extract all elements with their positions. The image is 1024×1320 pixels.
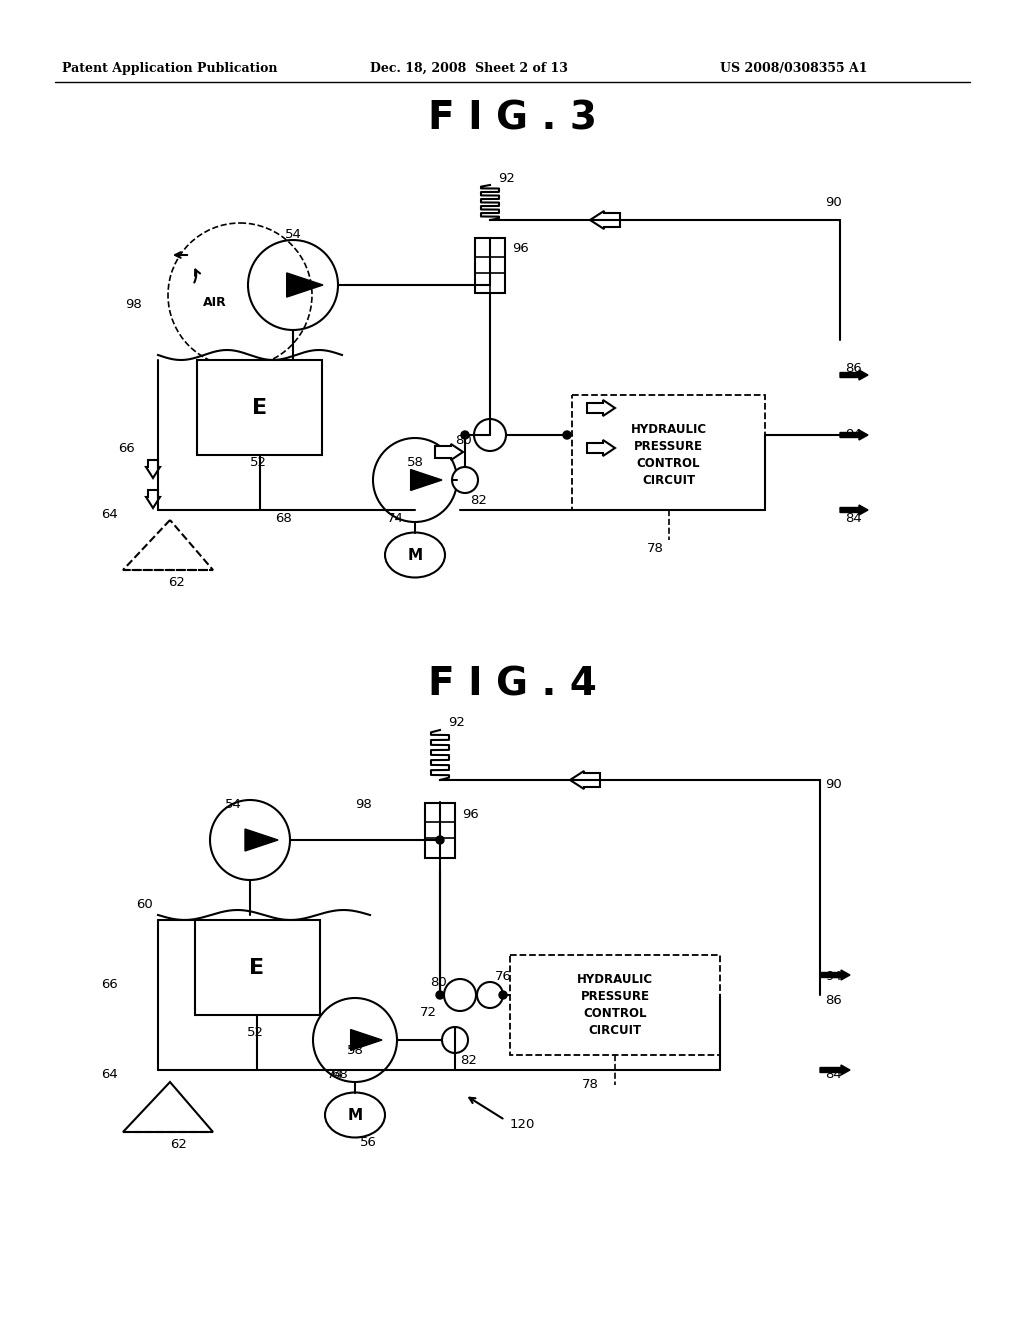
Ellipse shape bbox=[325, 1093, 385, 1138]
Bar bbox=[425, 803, 455, 858]
Text: 66: 66 bbox=[101, 978, 118, 991]
Text: 54: 54 bbox=[285, 228, 302, 242]
Text: M: M bbox=[347, 1107, 362, 1122]
Text: 78: 78 bbox=[646, 541, 664, 554]
Bar bbox=[572, 395, 765, 510]
Text: 52: 52 bbox=[247, 1027, 264, 1040]
Circle shape bbox=[444, 979, 476, 1011]
Text: E: E bbox=[252, 397, 267, 417]
Text: AIR: AIR bbox=[203, 297, 227, 309]
Circle shape bbox=[373, 438, 457, 521]
Text: Dec. 18, 2008  Sheet 2 of 13: Dec. 18, 2008 Sheet 2 of 13 bbox=[370, 62, 568, 75]
FancyArrow shape bbox=[570, 771, 600, 789]
Circle shape bbox=[442, 1027, 468, 1053]
Text: 60: 60 bbox=[136, 899, 153, 912]
Bar bbox=[510, 954, 720, 1055]
FancyArrow shape bbox=[840, 506, 868, 515]
Text: 96: 96 bbox=[462, 808, 479, 821]
Ellipse shape bbox=[385, 532, 445, 578]
Text: 86: 86 bbox=[845, 362, 862, 375]
Circle shape bbox=[563, 432, 571, 440]
Text: 94: 94 bbox=[825, 970, 842, 983]
Text: 64: 64 bbox=[101, 508, 118, 521]
Text: 92: 92 bbox=[449, 715, 465, 729]
Text: 56: 56 bbox=[360, 1137, 377, 1150]
Polygon shape bbox=[287, 273, 323, 297]
Text: US 2008/0308355 A1: US 2008/0308355 A1 bbox=[720, 62, 867, 75]
Text: 82: 82 bbox=[460, 1053, 477, 1067]
FancyArrow shape bbox=[146, 490, 160, 508]
Text: 68: 68 bbox=[274, 511, 292, 524]
Circle shape bbox=[452, 467, 478, 492]
Text: 58: 58 bbox=[407, 455, 424, 469]
Text: Patent Application Publication: Patent Application Publication bbox=[62, 62, 278, 75]
Text: 68: 68 bbox=[332, 1068, 348, 1081]
Text: 78: 78 bbox=[582, 1078, 598, 1092]
Text: HYDRAULIC
PRESSURE
CONTROL
CIRCUIT: HYDRAULIC PRESSURE CONTROL CIRCUIT bbox=[577, 973, 653, 1038]
Text: 96: 96 bbox=[512, 242, 528, 255]
FancyArrow shape bbox=[146, 459, 160, 478]
Text: HYDRAULIC
PRESSURE
CONTROL
CIRCUIT: HYDRAULIC PRESSURE CONTROL CIRCUIT bbox=[631, 422, 707, 487]
FancyArrow shape bbox=[820, 1065, 850, 1074]
Text: 58: 58 bbox=[347, 1044, 364, 1056]
Polygon shape bbox=[245, 829, 278, 851]
Polygon shape bbox=[411, 470, 442, 491]
Text: 82: 82 bbox=[470, 494, 486, 507]
Text: F I G . 3: F I G . 3 bbox=[427, 100, 597, 139]
Text: 84: 84 bbox=[825, 1068, 842, 1081]
Circle shape bbox=[436, 991, 444, 999]
Circle shape bbox=[474, 418, 506, 451]
Text: 94: 94 bbox=[845, 429, 862, 441]
Bar bbox=[475, 238, 505, 293]
Text: 76: 76 bbox=[495, 970, 512, 983]
Circle shape bbox=[499, 991, 507, 999]
FancyArrow shape bbox=[587, 440, 615, 455]
Text: 80: 80 bbox=[430, 977, 446, 990]
Text: 74: 74 bbox=[327, 1068, 343, 1081]
Text: 84: 84 bbox=[845, 511, 862, 524]
Bar bbox=[195, 920, 319, 1015]
FancyArrow shape bbox=[590, 211, 620, 228]
Circle shape bbox=[461, 432, 469, 440]
Circle shape bbox=[313, 998, 397, 1082]
Circle shape bbox=[436, 836, 444, 843]
Text: 72: 72 bbox=[420, 1006, 436, 1019]
Polygon shape bbox=[350, 1030, 382, 1051]
Circle shape bbox=[486, 432, 494, 440]
FancyArrow shape bbox=[587, 400, 615, 416]
Circle shape bbox=[210, 800, 290, 880]
Text: 90: 90 bbox=[825, 195, 842, 209]
FancyArrow shape bbox=[820, 970, 850, 979]
Text: 62: 62 bbox=[170, 1138, 186, 1151]
Text: 64: 64 bbox=[101, 1068, 118, 1081]
Text: 66: 66 bbox=[118, 441, 135, 454]
Text: 80: 80 bbox=[456, 433, 472, 446]
Text: 90: 90 bbox=[825, 779, 842, 792]
Text: 86: 86 bbox=[825, 994, 842, 1006]
FancyArrow shape bbox=[840, 370, 868, 380]
FancyArrow shape bbox=[435, 444, 463, 459]
Text: 98: 98 bbox=[355, 799, 372, 812]
Text: M: M bbox=[408, 548, 423, 562]
Text: F I G . 4: F I G . 4 bbox=[428, 665, 596, 704]
Text: 92: 92 bbox=[498, 172, 515, 185]
Text: 54: 54 bbox=[225, 799, 242, 812]
Circle shape bbox=[477, 982, 503, 1008]
Text: 98: 98 bbox=[125, 298, 141, 312]
Text: E: E bbox=[250, 957, 264, 978]
FancyArrow shape bbox=[840, 430, 868, 440]
Bar bbox=[197, 360, 322, 455]
Circle shape bbox=[248, 240, 338, 330]
Text: 74: 74 bbox=[387, 511, 403, 524]
Text: 52: 52 bbox=[250, 457, 266, 470]
Text: 62: 62 bbox=[168, 576, 185, 589]
Text: 120: 120 bbox=[510, 1118, 536, 1131]
